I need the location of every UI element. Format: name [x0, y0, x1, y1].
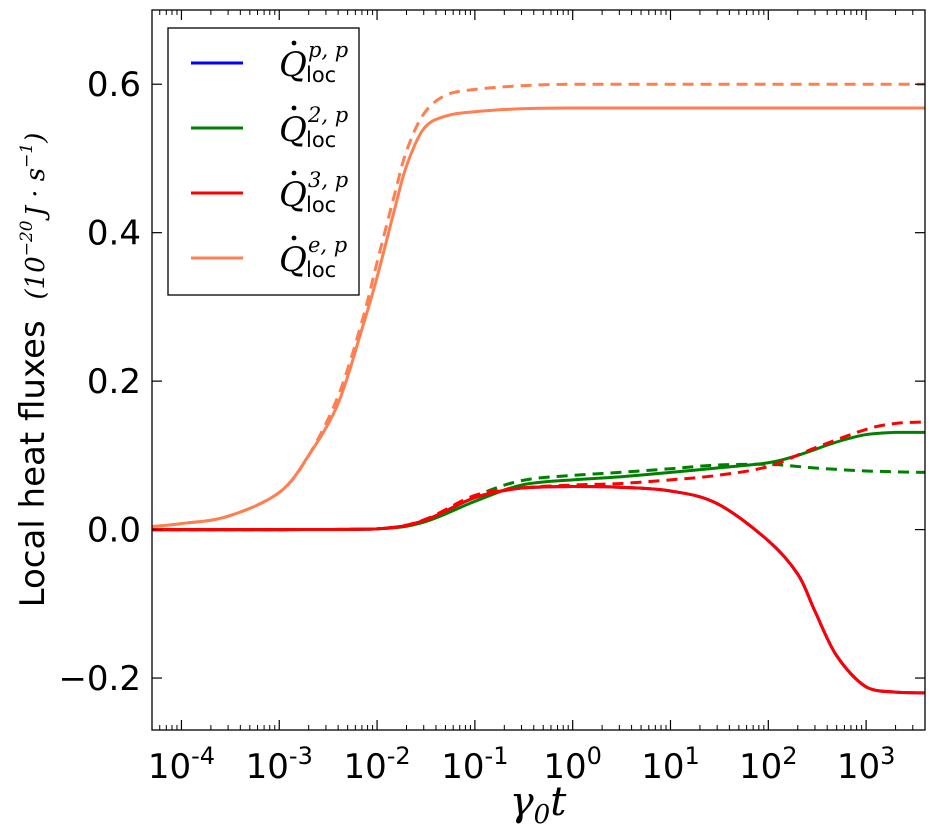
- x-axis-label-main: γ: [510, 779, 534, 825]
- series-layer: [152, 82, 925, 695]
- x-tick-label: 102: [739, 742, 798, 787]
- legend-dot-icon: [291, 40, 297, 46]
- legend-label-sup: 2, p: [307, 103, 348, 127]
- series-line-4: [152, 485, 925, 695]
- x-tick-label: 10-4: [148, 742, 215, 787]
- svg-text:Local heat fluxes (10−20: Local heat fluxes (10−20J · s−1): [13, 133, 53, 608]
- y-tick-label: −0.2: [58, 659, 141, 699]
- y-axis-unit-pre: (10: [21, 256, 51, 299]
- x-tick-label: 101: [641, 742, 700, 787]
- y-axis-unit-post: ): [21, 133, 51, 144]
- x-tick-label: 100: [543, 742, 602, 787]
- y-tick-label: 0.6: [87, 65, 141, 105]
- y-tick-label: 0.0: [87, 511, 141, 551]
- series-line-3: [152, 420, 925, 532]
- y-tick-label: 0.4: [87, 214, 141, 254]
- legend-label-main: Q: [279, 175, 307, 215]
- legend-label-main: Q: [279, 45, 307, 85]
- legend-label-sup: e, p: [308, 233, 347, 257]
- series-line-1: [152, 430, 925, 532]
- legend-dot-icon: [291, 235, 297, 241]
- plot-frame: [151, 9, 926, 731]
- legend-label-main: Q: [279, 110, 307, 150]
- legend-label-sup: 3, p: [308, 168, 348, 192]
- y-axis-unit-exp: −20: [17, 220, 37, 256]
- series-line-2: [152, 462, 925, 532]
- x-axis-label-tail: t: [550, 779, 567, 825]
- series-line-6: [152, 106, 925, 529]
- x-tick-label: 10-1: [441, 742, 508, 787]
- legend-dot-icon: [291, 105, 297, 111]
- series-line-0: [152, 485, 925, 695]
- y-axis-label-text: Local heat fluxes: [13, 320, 53, 607]
- x-tick-label: 10-3: [246, 742, 313, 787]
- legend-label-sub: loc: [306, 63, 336, 87]
- legend-label-main: Q: [279, 240, 307, 280]
- y-tick-label: 0.2: [87, 362, 141, 402]
- legend-label-sub: loc: [306, 128, 336, 152]
- y-axis-label: Local heat fluxes (10−20J · s−1): [13, 133, 53, 608]
- y-axis-unit-mid: J · s: [21, 168, 51, 222]
- legend-box: [167, 27, 360, 296]
- y-axis-unit-exp2: −1: [17, 143, 37, 168]
- x-tick-label: 10-2: [343, 742, 410, 787]
- x-axis-label-sub: 0: [534, 800, 551, 830]
- legend-label-sub: loc: [306, 258, 336, 282]
- legend-label-sup: p, p: [308, 38, 348, 62]
- x-tick-label: 103: [837, 742, 896, 787]
- x-axis-label: γ0t: [510, 779, 567, 830]
- ticks-layer: 10-4 10-3 10-2 10-1 100 101 102 103 0.6 0.4 0.2 0.0…: [58, 10, 926, 787]
- legend-dot-icon: [291, 170, 297, 176]
- legend-label-sub: loc: [306, 193, 336, 217]
